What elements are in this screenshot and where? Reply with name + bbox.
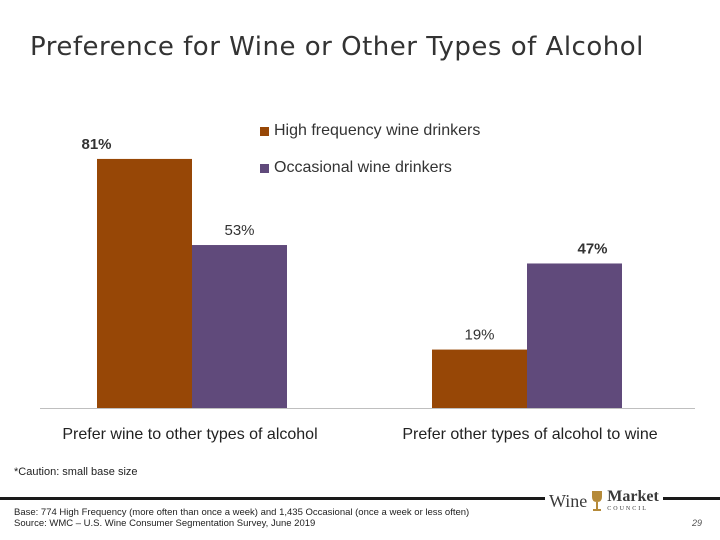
category-label-1: Prefer wine to other types of alcohol [62, 426, 317, 443]
logo-word-wine: Wine [549, 490, 588, 511]
chart-legend: High frequency wine drinkers Occasional … [260, 122, 480, 196]
wine-market-council-logo: Wine Market COUNCIL [545, 486, 663, 516]
bar-occasional-2 [527, 263, 622, 408]
page-title: Preference for Wine or Other Types of Al… [30, 32, 644, 62]
data-label-occasional-1: 53% [224, 222, 254, 239]
logo-word-market: Market [607, 488, 659, 505]
bar-high-frequency-2 [432, 349, 527, 408]
category-label-2: Prefer other types of alcohol to wine [402, 426, 657, 443]
bar-occasional-1 [192, 245, 287, 408]
legend-label-occasional: Occasional wine drinkers [274, 159, 452, 176]
legend-item-occasional: Occasional wine drinkers [260, 159, 480, 177]
data-label-high-frequency-1: 81% [81, 136, 111, 153]
bar-high-frequency-1 [97, 158, 192, 408]
logo-word-council: COUNCIL [607, 506, 648, 512]
legend-swatch-high-frequency [260, 126, 269, 136]
data-label-occasional-2: 47% [577, 240, 607, 257]
legend-item-high-frequency: High frequency wine drinkers [260, 122, 480, 140]
legend-label-high-frequency: High frequency wine drinkers [274, 122, 481, 139]
page-number: 29 [692, 518, 703, 528]
footer-divider [0, 497, 720, 500]
legend-swatch-occasional [260, 163, 269, 173]
caution-note: *Caution: small base size [14, 466, 138, 478]
wine-glass-icon [592, 491, 603, 511]
base-note: Base: 774 High Frequency (more often tha… [14, 507, 470, 518]
footer-notes: Base: 774 High Frequency (more often tha… [14, 507, 469, 529]
source-note: Source: WMC – U.S. Wine Consumer Segment… [14, 518, 316, 529]
data-label-high-frequency-2: 19% [464, 327, 494, 344]
